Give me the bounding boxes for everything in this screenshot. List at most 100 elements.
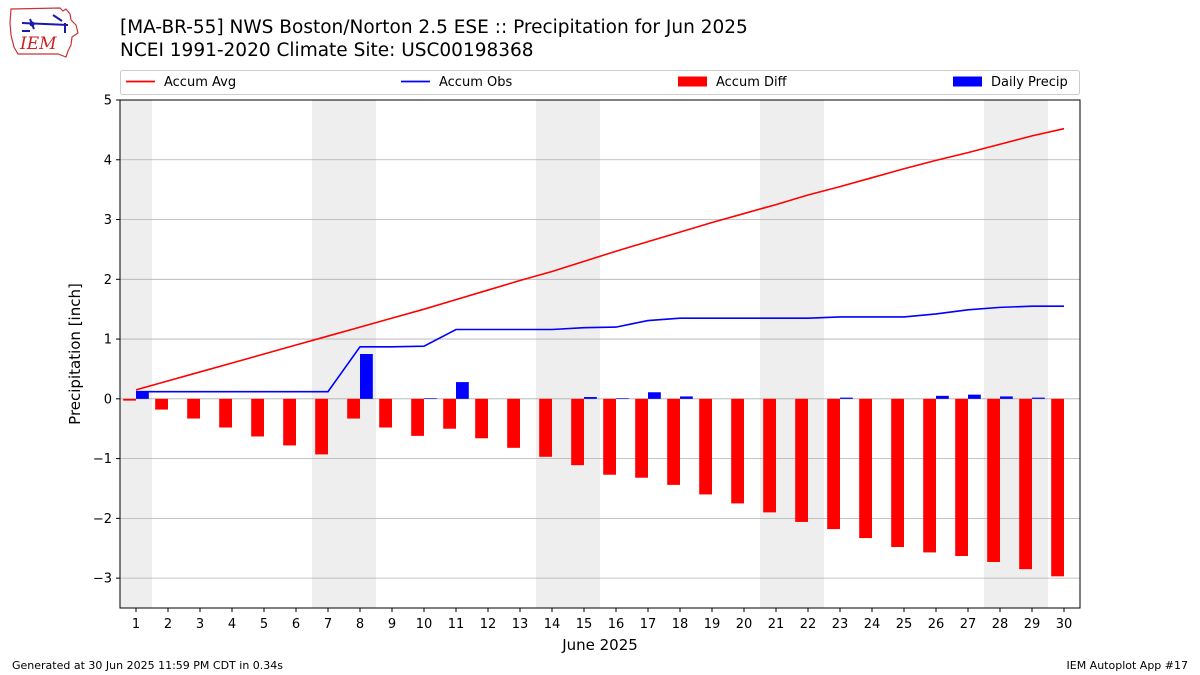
legend-box <box>120 70 1080 95</box>
legend-swatch <box>678 76 707 87</box>
accum-obs-line <box>136 305 1064 393</box>
weekend-shading <box>120 100 1048 608</box>
accum-diff-bar-28 <box>987 398 1000 562</box>
y-tick-label: −3 <box>93 572 112 587</box>
accum-diff-bar-8 <box>347 398 360 419</box>
y-tick-label: 2 <box>104 273 112 288</box>
daily-precip-bar-17 <box>648 392 661 399</box>
accum-diff-bar-21 <box>763 398 776 513</box>
accum-diff-bar-5 <box>251 398 264 437</box>
daily-precip-bar-15 <box>584 397 597 399</box>
logo-text: IEM <box>19 34 57 54</box>
chart-title: [MA-BR-55] NWS Boston/Norton 2.5 ESE :: … <box>120 17 748 38</box>
accum-diff-bar-14 <box>539 398 552 457</box>
x-axis-label: June 2025 <box>561 636 638 654</box>
y-tick-label: −1 <box>93 452 112 467</box>
accum-diff-bar-19 <box>699 398 712 495</box>
x-tick-label: 9 <box>388 617 396 632</box>
y-tick-label: −2 <box>93 512 112 527</box>
accum-diff-bar-9 <box>379 398 392 428</box>
legend-label: Daily Precip <box>991 75 1068 90</box>
accum-diff-bar-23 <box>827 398 840 530</box>
x-tick-label: 4 <box>228 617 236 632</box>
legend-label: Accum Diff <box>716 75 788 90</box>
x-tick-label: 24 <box>864 617 881 632</box>
daily-precip-bar-18 <box>680 396 693 399</box>
x-tick-label: 27 <box>960 617 977 632</box>
generated-timestamp: Generated at 30 Jun 2025 11:59 PM CDT in… <box>12 659 284 672</box>
accum-diff-bar-11 <box>443 398 456 429</box>
y-tick-label: 0 <box>104 392 112 407</box>
x-tick-label: 12 <box>480 617 497 632</box>
chart-subtitle: NCEI 1991-2020 Climate Site: USC00198368 <box>120 40 534 61</box>
x-tick-label: 20 <box>736 617 753 632</box>
accum-diff-bar-20 <box>731 398 744 504</box>
accum-diff-bar-6 <box>283 398 296 446</box>
weekend-band-7 <box>312 100 344 608</box>
y-tick-label: 5 <box>104 94 112 109</box>
accum-diff-bar-4 <box>219 398 232 428</box>
legend-label: Accum Obs <box>439 75 512 90</box>
x-tick-label: 29 <box>1024 617 1041 632</box>
x-tick-label: 21 <box>768 617 785 632</box>
x-tick-label: 25 <box>896 617 913 632</box>
daily-precip-bar-27 <box>968 394 981 399</box>
accum-diff-bar-24 <box>859 398 872 539</box>
x-tick-label: 17 <box>640 617 657 632</box>
accum-diff-bar-29 <box>1019 398 1032 570</box>
weekend-band-14 <box>536 100 568 608</box>
x-tick-label: 18 <box>672 617 689 632</box>
x-tick-label: 19 <box>704 617 721 632</box>
bars <box>123 354 1064 577</box>
accum-diff-bar-18 <box>667 398 680 485</box>
x-tick-label: 2 <box>164 617 172 632</box>
accum-diff-bar-16 <box>603 398 616 475</box>
accum-diff-bar-26 <box>923 398 936 553</box>
legend-item-accum-diff: Accum Diff <box>678 75 788 90</box>
x-tick-label: 23 <box>832 617 849 632</box>
x-tick-label: 10 <box>416 617 433 632</box>
accum-diff-bar-27 <box>955 398 968 557</box>
daily-precip-bar-10 <box>424 398 437 399</box>
accum-diff-bar-25 <box>891 398 904 548</box>
legend: Accum Avg Accum Obs Accum Diff Daily Precip <box>120 70 1080 95</box>
legend-swatch <box>953 76 982 87</box>
daily-precip-bar-16 <box>616 398 629 399</box>
y-tick-label: 3 <box>104 213 112 228</box>
x-tick-label: 7 <box>324 617 332 632</box>
legend-item-daily-precip: Daily Precip <box>953 75 1068 90</box>
legend-item-accum-avg: Accum Avg <box>126 75 236 90</box>
iem-logo: IEM <box>9 7 79 58</box>
daily-precip-bar-28 <box>1000 396 1013 399</box>
weekend-band-1 <box>120 100 152 608</box>
x-tick-label: 30 <box>1056 617 1073 632</box>
accum-diff-bar-13 <box>507 398 520 448</box>
y-axis-label: Precipitation [inch] <box>66 283 84 425</box>
x-tick-label: 22 <box>800 617 817 632</box>
x-tick-label: 15 <box>576 617 593 632</box>
legend-label: Accum Avg <box>164 75 236 90</box>
weekend-band-21 <box>760 100 792 608</box>
accum-diff-bar-30 <box>1051 398 1064 577</box>
y-tick-label: 1 <box>104 333 112 348</box>
x-tick-label: 6 <box>292 617 300 632</box>
x-tick-label: 13 <box>512 617 529 632</box>
y-tick-label: 4 <box>104 153 112 168</box>
x-tick-label: 14 <box>544 617 561 632</box>
x-tick-label: 16 <box>608 617 625 632</box>
accum-diff-bar-7 <box>315 398 328 455</box>
daily-precip-bar-23 <box>840 397 853 399</box>
daily-precip-bar-1 <box>136 391 149 399</box>
weekend-band-22 <box>792 100 824 608</box>
lines <box>135 127 1065 393</box>
x-tick-label: 26 <box>928 617 945 632</box>
x-tick-label: 8 <box>356 617 364 632</box>
x-tick-label: 11 <box>448 617 465 632</box>
x-tick-label: 1 <box>132 617 140 632</box>
daily-precip-bar-26 <box>936 395 949 399</box>
accum-avg-line <box>135 127 1065 391</box>
weekend-band-15 <box>568 100 600 608</box>
app-id: IEM Autoplot App #17 <box>1066 659 1189 672</box>
